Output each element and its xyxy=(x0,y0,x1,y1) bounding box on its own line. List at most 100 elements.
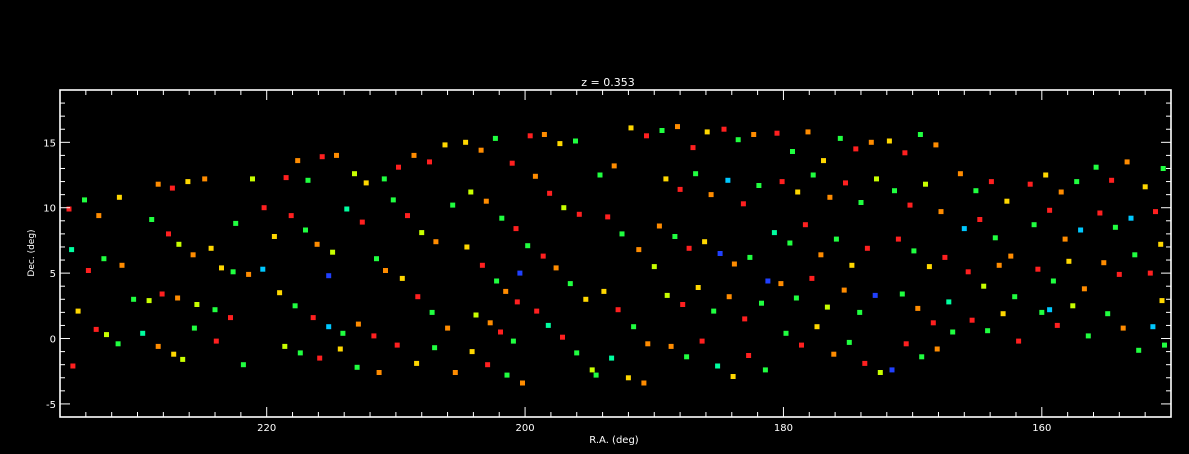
data-point xyxy=(288,213,294,219)
data-point xyxy=(677,186,683,192)
data-point xyxy=(155,181,161,187)
data-point xyxy=(185,179,191,185)
data-point xyxy=(759,300,764,306)
data-point xyxy=(1081,286,1087,292)
data-point xyxy=(597,172,603,178)
data-point xyxy=(725,177,731,183)
data-point xyxy=(1162,342,1167,348)
data-point xyxy=(463,139,469,145)
data-point xyxy=(721,126,727,132)
data-point xyxy=(1054,322,1060,328)
data-point xyxy=(656,223,662,229)
data-point xyxy=(644,133,649,139)
data-point xyxy=(874,176,879,182)
data-point xyxy=(915,305,921,311)
data-point xyxy=(520,380,525,386)
data-point xyxy=(1078,227,1084,233)
data-point xyxy=(911,248,917,254)
chart-title: z = 0.353 xyxy=(581,76,634,89)
data-point xyxy=(517,270,523,276)
data-point xyxy=(857,309,863,315)
data-point xyxy=(872,292,878,298)
data-point xyxy=(545,322,551,328)
data-point xyxy=(374,256,379,262)
data-point xyxy=(450,202,456,208)
data-point xyxy=(282,343,288,349)
data-point xyxy=(609,355,615,361)
data-point xyxy=(310,315,316,321)
data-point xyxy=(532,173,538,179)
data-point xyxy=(513,226,519,232)
data-point xyxy=(260,266,266,272)
data-point xyxy=(846,339,852,345)
data-point xyxy=(946,299,952,305)
data-point xyxy=(359,219,365,225)
data-point xyxy=(933,142,939,148)
data-point xyxy=(814,324,820,330)
data-point xyxy=(799,342,804,348)
data-point xyxy=(917,132,923,137)
data-point xyxy=(645,341,651,347)
data-point xyxy=(790,149,795,154)
data-point xyxy=(427,159,432,165)
data-point xyxy=(1120,325,1126,331)
data-point xyxy=(69,247,75,253)
data-point xyxy=(330,249,336,255)
data-point xyxy=(468,189,474,195)
data-point xyxy=(805,129,811,135)
data-point xyxy=(514,299,520,305)
data-point xyxy=(66,206,72,212)
data-point xyxy=(663,176,669,182)
data-point xyxy=(396,164,401,170)
data-point xyxy=(411,152,417,158)
data-point xyxy=(85,268,91,273)
data-point xyxy=(283,175,289,181)
data-point xyxy=(499,215,505,221)
data-point xyxy=(363,180,369,186)
data-points xyxy=(66,124,1167,386)
data-point xyxy=(149,217,155,222)
data-point xyxy=(1105,311,1111,317)
data-point xyxy=(487,320,493,326)
data-point xyxy=(1047,307,1053,313)
data-point xyxy=(213,338,219,344)
data-point xyxy=(175,295,181,301)
data-point xyxy=(326,324,332,330)
data-point xyxy=(429,309,435,315)
data-point xyxy=(992,235,998,241)
data-point xyxy=(75,308,81,314)
data-point xyxy=(1074,179,1080,185)
data-point xyxy=(1150,324,1156,330)
data-point xyxy=(833,236,839,242)
data-point xyxy=(317,355,323,361)
y-tick-labels: -5 0 5 10 15 xyxy=(43,138,56,411)
data-point xyxy=(116,194,122,200)
data-point xyxy=(383,268,388,273)
data-point xyxy=(1128,215,1134,221)
y-tick-label: 10 xyxy=(43,204,56,215)
data-point xyxy=(742,316,748,322)
x-tick-label: 160 xyxy=(1032,423,1051,434)
data-point xyxy=(903,341,909,347)
data-point xyxy=(432,345,438,351)
data-point xyxy=(504,372,510,378)
data-point xyxy=(841,287,847,293)
data-point xyxy=(169,185,175,191)
data-point xyxy=(494,278,500,284)
data-point xyxy=(601,288,607,294)
data-point xyxy=(553,265,559,271)
data-point xyxy=(746,353,752,358)
data-point xyxy=(1109,177,1115,183)
x-tick-label: 220 xyxy=(257,423,276,434)
data-point xyxy=(783,330,789,336)
data-point xyxy=(1066,258,1072,264)
data-point xyxy=(166,231,171,237)
data-point xyxy=(1112,224,1118,230)
y-tick-label: 15 xyxy=(43,138,56,149)
data-point xyxy=(778,281,784,287)
data-point xyxy=(452,370,458,375)
data-point xyxy=(690,145,696,151)
data-point xyxy=(824,304,830,310)
data-point xyxy=(405,213,410,219)
